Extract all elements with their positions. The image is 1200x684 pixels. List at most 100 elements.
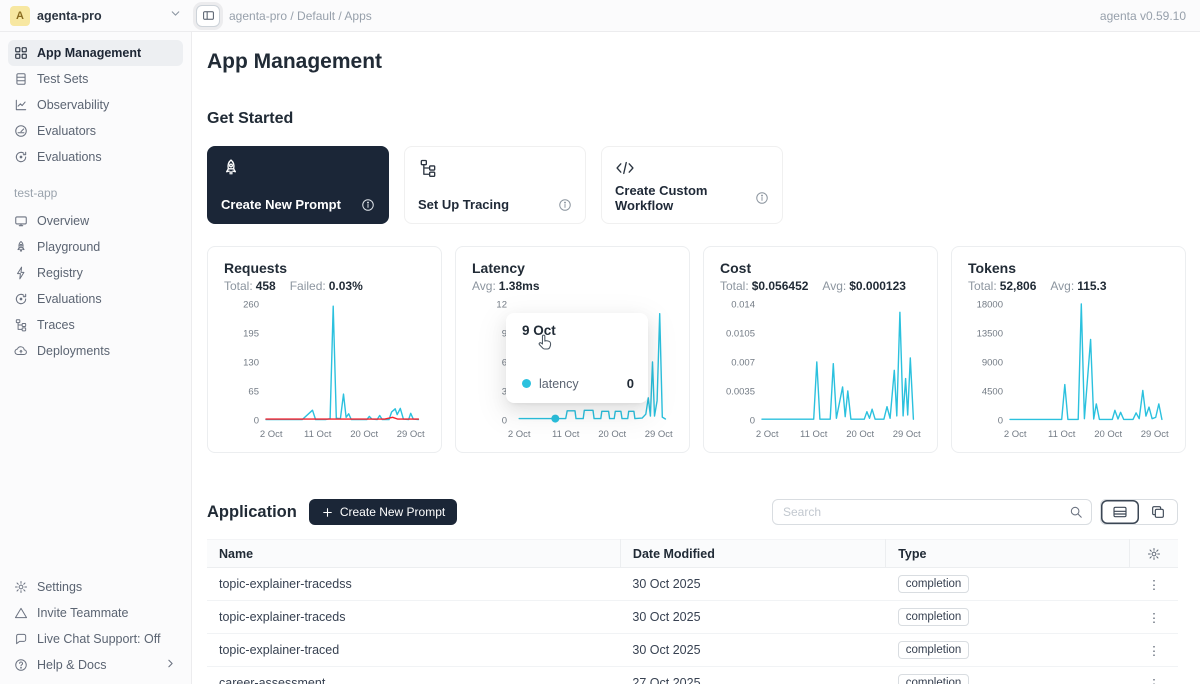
cost-chart[interactable]: 0 0.0035 0.007 0.0105 0.014 2 Oct 11 Oct 20 Oct… [720, 296, 921, 444]
sidebar-item-evaluators[interactable]: Evaluators [8, 118, 183, 144]
sidebar-item-settings[interactable]: Settings [8, 574, 183, 600]
bolt-icon [14, 266, 28, 280]
create-new-prompt-button[interactable]: Create New Prompt [308, 499, 458, 525]
chat-bubble-icon [14, 632, 28, 646]
svg-text:29 Oct: 29 Oct [397, 429, 425, 440]
table-settings-gear-icon[interactable] [1142, 547, 1166, 561]
svg-text:18000: 18000 [977, 300, 1003, 311]
chart-title: Requests [224, 260, 288, 276]
sidebar-item-playground[interactable]: Playground [8, 234, 183, 260]
sidebar-item-test-sets[interactable]: Test Sets [8, 66, 183, 92]
info-icon[interactable] [361, 198, 375, 212]
svg-text:13500: 13500 [977, 329, 1003, 340]
svg-text:0: 0 [254, 416, 259, 427]
metrics-cards: Requests Total: 458 Failed: 0.03% 0 65 130 19… [207, 246, 1186, 453]
card-view-icon [1152, 506, 1164, 518]
create-custom-workflow-card[interactable]: Create Custom Workflow [601, 146, 783, 224]
table-row[interactable]: topic-explainer-traceds 30 Oct 2025 comp… [207, 600, 1178, 634]
sidebar-item-observability[interactable]: Observability [8, 92, 183, 118]
column-header-type[interactable]: Type [885, 539, 1131, 568]
sidebar-item-evaluations[interactable]: Evaluations [8, 144, 183, 170]
svg-text:65: 65 [248, 387, 259, 398]
column-header-date[interactable]: Date Modified [620, 539, 887, 568]
trace-tree-icon [418, 158, 438, 183]
svg-text:11 Oct: 11 Oct [304, 429, 332, 440]
breadcrumb[interactable]: agenta-pro / Default / Apps [229, 8, 372, 23]
svg-text:2 Oct: 2 Oct [508, 429, 531, 440]
rocket-icon [14, 240, 28, 254]
column-header-name[interactable]: Name [207, 539, 621, 568]
app-name[interactable]: topic-explainer-traceds [207, 600, 621, 634]
workspace-selector[interactable]: A agenta-pro [0, 5, 192, 26]
row-menu-button[interactable]: ⋮ [1147, 676, 1161, 684]
cursor-pointer-icon [536, 333, 554, 356]
sidebar: App Management Test Sets Observability E… [0, 32, 192, 684]
sidebar-item-help-docs[interactable]: Help & Docs [8, 652, 183, 678]
page-title: App Management [207, 50, 383, 73]
sidebar-item-evaluations-app[interactable]: Evaluations [8, 286, 183, 312]
chart-stats: Total: 52,806 Avg: 115.3 [968, 279, 1107, 293]
card-label: Create Custom Workflow [615, 183, 708, 213]
svg-text:9000: 9000 [982, 358, 1003, 369]
type-badge: completion [897, 674, 970, 684]
requests-chart[interactable]: 0 65 130 195 260 2 Oct 11 Oct 20 Oct 29 Oct [224, 296, 425, 444]
chart-title: Tokens [968, 260, 1016, 276]
chart-stats: Avg: 1.38ms [472, 279, 540, 293]
card-label: Create New Prompt [221, 197, 341, 212]
sidebar-item-traces[interactable]: Traces [8, 312, 183, 338]
main-content: App Management Get Started Create New Pr… [192, 32, 1200, 684]
svg-text:12: 12 [496, 300, 507, 311]
table-row[interactable]: topic-explainer-traced 30 Oct 2025 compl… [207, 633, 1178, 667]
sidebar-item-invite-teammate[interactable]: Invite Teammate [8, 600, 183, 626]
sidebar-toggle-button[interactable] [196, 4, 220, 27]
help-circle-icon [14, 658, 28, 672]
app-name[interactable]: career-assessment [207, 666, 621, 684]
info-icon[interactable] [558, 198, 572, 212]
card-view-button[interactable] [1139, 500, 1177, 524]
app-name[interactable]: topic-explainer-tracedss [207, 567, 621, 601]
workspace-avatar: A [10, 5, 30, 26]
create-new-prompt-card[interactable]: Create New Prompt [207, 146, 389, 224]
latency-chart[interactable]: 0 3 6 9 12 2 Oct 11 Oct 20 Oct 29 Oct [472, 296, 673, 444]
chart-stats: Total: $0.056452 Avg: $0.000123 [720, 279, 906, 293]
chart-title: Latency [472, 260, 525, 276]
row-menu-button[interactable]: ⋮ [1147, 643, 1161, 658]
svg-text:9: 9 [502, 329, 507, 340]
monitor-icon [14, 214, 28, 228]
tokens-chart[interactable]: 0 4500 9000 13500 18000 2 Oct 11 Oct 20 Oct 29 O… [968, 296, 1169, 444]
app-date: 30 Oct 2025 [620, 600, 886, 634]
topbar: A agenta-pro agenta-pro / Default / Apps… [0, 0, 1200, 32]
svg-text:0.0035: 0.0035 [726, 387, 755, 398]
table-row[interactable]: career-assessment 27 Oct 2025 completion… [207, 666, 1178, 684]
search-input[interactable] [772, 499, 1092, 525]
set-up-tracing-card[interactable]: Set Up Tracing [404, 146, 586, 224]
row-menu-button[interactable]: ⋮ [1147, 577, 1161, 592]
rocket-icon [221, 158, 241, 183]
svg-text:2 Oct: 2 Oct [756, 429, 779, 440]
svg-text:0.0105: 0.0105 [726, 329, 755, 340]
table-row[interactable]: topic-explainer-tracedss 30 Oct 2025 com… [207, 567, 1178, 601]
search-box [772, 499, 1092, 525]
sidebar-item-live-chat[interactable]: Live Chat Support: Off [8, 626, 183, 652]
sidebar-item-registry[interactable]: Registry [8, 260, 183, 286]
sidebar-item-app-management[interactable]: App Management [8, 40, 183, 66]
row-menu-button[interactable]: ⋮ [1147, 610, 1161, 625]
sidebar-item-deployments[interactable]: Deployments [8, 338, 183, 364]
workspace-name: agenta-pro [37, 8, 102, 23]
svg-text:29 Oct: 29 Oct [893, 429, 921, 440]
table-view-button[interactable] [1101, 500, 1139, 524]
series-dot [522, 379, 531, 388]
code-icon [615, 158, 635, 183]
type-badge: completion [897, 575, 970, 593]
svg-text:130: 130 [243, 358, 259, 369]
latency-chart-card: Latency Avg: 1.38ms 0 3 6 9 12 2 Oct 11 Oct 20 O… [455, 246, 690, 453]
sidebar-item-overview[interactable]: Overview [8, 208, 183, 234]
app-name[interactable]: topic-explainer-traced [207, 633, 621, 667]
svg-text:11 Oct: 11 Oct [552, 429, 580, 440]
chevron-right-icon [164, 657, 177, 673]
chart-tooltip: 9 Oct latency 0 [506, 313, 648, 403]
table-view-icon [1113, 506, 1127, 518]
info-icon[interactable] [755, 191, 769, 205]
chevron-down-icon [169, 7, 182, 25]
